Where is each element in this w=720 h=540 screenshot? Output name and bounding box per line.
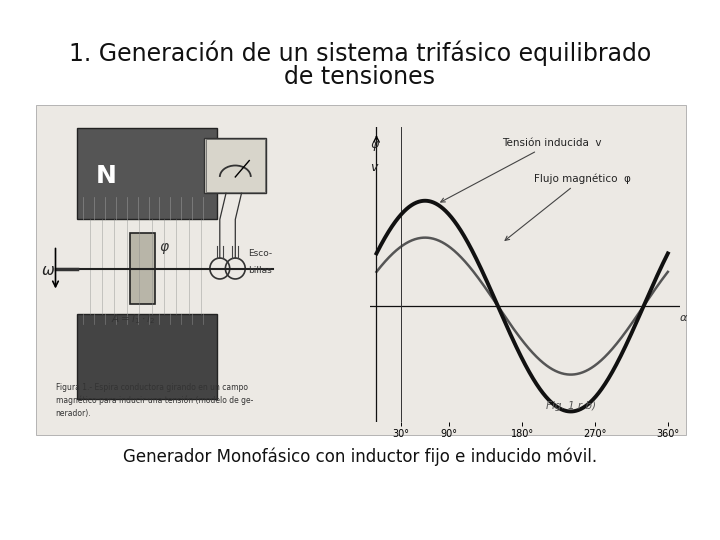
Text: φ: φ	[159, 240, 168, 253]
Text: v: v	[370, 161, 378, 174]
Text: α: α	[679, 314, 687, 323]
Text: Fig. 1 r b): Fig. 1 r b)	[546, 401, 595, 411]
Bar	[130, 233, 155, 305]
Text: billas: billas	[248, 266, 271, 275]
Bar	[36, 105, 686, 435]
Text: Esco-: Esco-	[248, 249, 272, 258]
Text: Flujo magnético  φ: Flujo magnético φ	[505, 173, 631, 240]
Text: de tensiones: de tensiones	[284, 65, 436, 89]
Text: 1. Generación de un sistema trifásico equilibrado: 1. Generación de un sistema trifásico eq…	[69, 40, 651, 65]
Text: Figura 1.- Espira conductora girando en un campo
magnético para inducir una tens: Figura 1.- Espira conductora girando en …	[55, 383, 253, 418]
Text: $A = l_1 \cdot l_2$: $A = l_1 \cdot l_2$	[112, 313, 156, 326]
Text: φ: φ	[370, 138, 378, 151]
Bar	[77, 128, 217, 219]
Text: ω: ω	[42, 262, 54, 278]
Bar	[77, 314, 217, 399]
Bar	[206, 139, 265, 192]
Text: Tensión inducida  v: Tensión inducida v	[441, 138, 601, 202]
Bar	[204, 138, 266, 193]
Text: Generador Monofásico con inductor fijo e inducido móvil.: Generador Monofásico con inductor fijo e…	[123, 448, 597, 467]
Text: N: N	[96, 164, 117, 188]
